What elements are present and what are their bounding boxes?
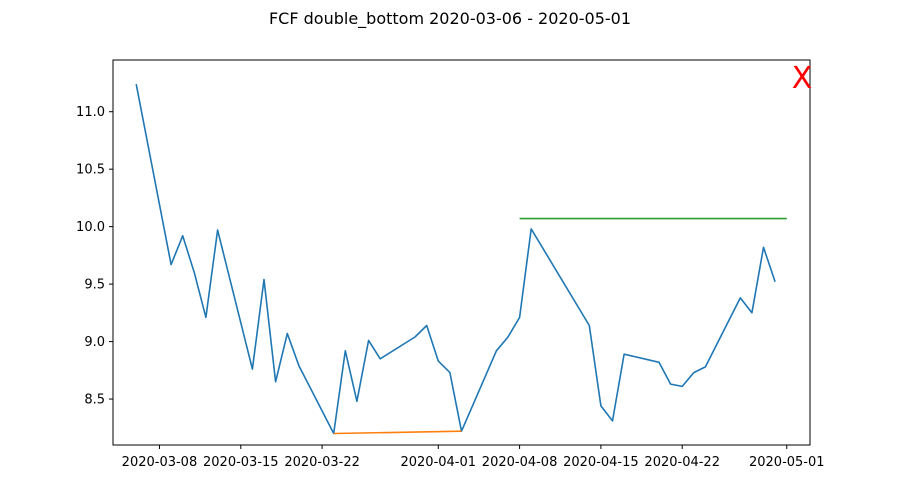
x-marker-annotation: X: [792, 61, 813, 96]
chart-title: FCF double_bottom 2020-03-06 - 2020-05-0…: [269, 9, 631, 29]
plot-lines: [135, 83, 787, 435]
x-tick-label: 2020-03-08: [122, 455, 198, 470]
x-tick-label: 2020-04-22: [644, 455, 720, 470]
series-line-1: [333, 430, 462, 435]
y-tick-label: 8.5: [84, 393, 105, 408]
x-tick-label: 2020-04-08: [482, 455, 558, 470]
y-tick-label: 10.5: [76, 163, 105, 178]
series-line-0: [135, 83, 776, 435]
y-tick-label: 11.0: [76, 105, 105, 120]
y-tick-label: 9.0: [84, 335, 105, 350]
x-tick-label: 2020-05-01: [749, 455, 825, 470]
y-tick-label: 9.5: [84, 278, 105, 293]
x-tick-label: 2020-04-01: [400, 455, 476, 470]
x-tick-label: 2020-04-15: [563, 455, 639, 470]
plot-frame: [112, 59, 811, 446]
y-tick-label: 10.0: [76, 220, 105, 235]
x-axis: 2020-03-08 2020-03-15 2020-03-22 2020-04-01…: [122, 445, 825, 470]
y-axis: 8.5 9.0 9.5 10.0 10.5 11.0: [76, 105, 113, 408]
x-tick-label: 2020-03-15: [203, 455, 279, 470]
x-tick-label: 2020-03-22: [284, 455, 360, 470]
